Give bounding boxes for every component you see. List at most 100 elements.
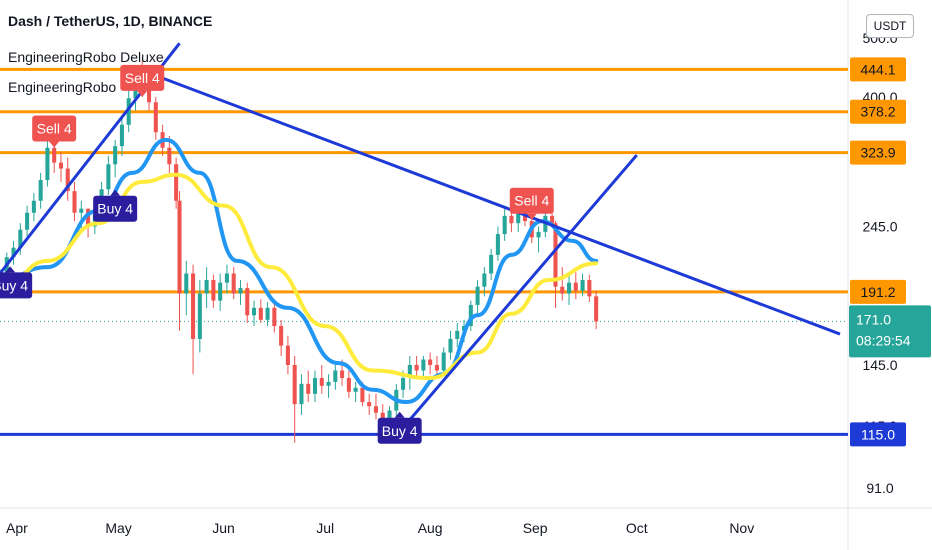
- candle-down: [211, 280, 216, 301]
- candle-up: [45, 147, 50, 181]
- candle-up: [299, 383, 304, 405]
- candle-down: [72, 191, 77, 213]
- signal-label: Sell 4: [37, 120, 72, 136]
- candle-up: [18, 229, 23, 248]
- x-tick-label: Jul: [316, 520, 334, 536]
- candle-up: [448, 338, 453, 353]
- signal-box: [377, 417, 422, 444]
- candle-up: [333, 370, 338, 382]
- candle-up: [11, 247, 16, 258]
- candle-up: [407, 364, 412, 379]
- candle-up: [516, 212, 521, 224]
- candle-up: [441, 352, 446, 371]
- candle-up: [126, 98, 131, 125]
- last-price-value: 171.0: [856, 311, 891, 327]
- candle-down: [292, 364, 297, 405]
- currency-button[interactable]: USDT: [866, 14, 914, 38]
- signal-label: Buy 4: [0, 277, 28, 293]
- slow-moving-average-line: [0, 172, 599, 381]
- candle-up: [353, 387, 358, 392]
- y-tick-label: 145.0: [862, 357, 897, 373]
- candle-up: [25, 212, 30, 230]
- candle-up: [252, 307, 257, 316]
- x-tick-label: May: [105, 520, 131, 536]
- level-price-label-box: [850, 57, 906, 82]
- candle-down: [573, 282, 578, 291]
- signal-pointer: [394, 411, 405, 418]
- indicator-label: EngineeringRobo: [8, 79, 117, 95]
- x-tick-label: Sep: [523, 520, 548, 536]
- candle-down: [147, 85, 152, 103]
- level-price-label: 378.2: [860, 104, 895, 120]
- candle-down: [86, 208, 91, 227]
- x-tick-label: Nov: [729, 520, 754, 536]
- last-price-countdown: 08:29:54: [856, 332, 911, 348]
- level-price-label-box: [850, 422, 906, 447]
- candle-up: [218, 282, 223, 301]
- candle-up: [79, 208, 84, 213]
- buy-signal-marker: Buy 4: [93, 189, 138, 222]
- fast-moving-average-line: [0, 137, 599, 405]
- candle-down: [174, 164, 179, 201]
- level-price-label: 115.0: [861, 426, 895, 442]
- y-tick-label: 91.0: [866, 480, 893, 496]
- x-tick-label: Apr: [6, 520, 28, 536]
- candle-up: [489, 254, 494, 274]
- signal-label: Buy 4: [97, 201, 133, 217]
- candle-up: [455, 330, 460, 339]
- signal-pointer: [5, 266, 16, 273]
- candle-up: [482, 273, 487, 287]
- signal-label: Sell 4: [514, 193, 549, 209]
- signal-label: Buy 4: [382, 423, 418, 439]
- candle-down: [367, 402, 372, 407]
- level-price-label: 191.2: [860, 284, 895, 300]
- candle-down: [550, 215, 555, 224]
- trendline: [145, 70, 841, 336]
- candle-up: [265, 307, 270, 320]
- candle-down: [340, 370, 345, 379]
- candle-up: [113, 146, 118, 165]
- candle-up: [224, 273, 229, 283]
- candle-down: [231, 273, 236, 294]
- candle-down: [245, 288, 250, 316]
- level-price-label-box: [850, 140, 906, 165]
- candle-up: [475, 286, 480, 305]
- candle-down: [52, 147, 57, 163]
- candle-up: [401, 378, 406, 390]
- level-price-label-box: [850, 99, 906, 124]
- candle-down: [272, 307, 277, 327]
- candle-up: [495, 234, 500, 255]
- candle-up: [387, 410, 392, 420]
- candle-down: [560, 286, 565, 294]
- candle-down: [177, 200, 182, 294]
- candle-down: [428, 359, 433, 365]
- signal-box: [120, 64, 165, 91]
- candle-down: [414, 364, 419, 371]
- candle-up: [326, 381, 331, 386]
- sell-signal-marker: Sell 4: [32, 115, 77, 148]
- candle-up: [119, 124, 124, 147]
- signal-box: [32, 115, 77, 142]
- signal-box: [0, 272, 33, 299]
- candle-down: [553, 223, 558, 287]
- candle-down: [279, 326, 284, 346]
- candle-up: [421, 359, 426, 371]
- level-price-label: 444.1: [860, 61, 895, 77]
- sell-signal-marker: Sell 4: [120, 64, 165, 97]
- candle-up: [580, 280, 585, 291]
- buy-signal-marker: Buy 4: [377, 411, 422, 444]
- candle-up: [38, 180, 43, 201]
- candle-down: [522, 212, 528, 222]
- candle-down: [380, 412, 385, 420]
- candle-up: [567, 282, 572, 294]
- candle-up: [536, 231, 541, 238]
- candle-down: [306, 383, 311, 394]
- candle-up: [312, 378, 318, 394]
- signal-box: [93, 195, 138, 222]
- candle-down: [509, 215, 514, 224]
- signal-pointer: [526, 213, 537, 220]
- x-tick-label: Aug: [418, 520, 443, 536]
- candle-down: [434, 364, 439, 371]
